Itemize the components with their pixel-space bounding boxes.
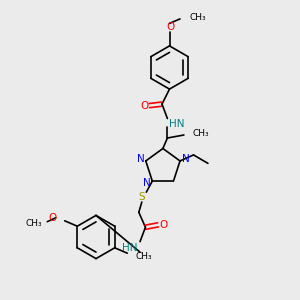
Text: CH₃: CH₃ [189, 13, 206, 22]
Text: N: N [136, 154, 144, 164]
Text: HN: HN [122, 243, 137, 253]
Text: O: O [166, 22, 175, 32]
Text: O: O [159, 220, 167, 230]
Text: CH₃: CH₃ [193, 129, 209, 138]
Text: N: N [143, 178, 151, 188]
Text: O: O [49, 213, 57, 223]
Text: N: N [182, 154, 189, 164]
Text: HN: HN [169, 118, 184, 129]
Text: S: S [139, 192, 145, 202]
Text: CH₃: CH₃ [135, 252, 152, 261]
Text: CH₃: CH₃ [25, 219, 42, 228]
Text: O: O [140, 100, 148, 111]
